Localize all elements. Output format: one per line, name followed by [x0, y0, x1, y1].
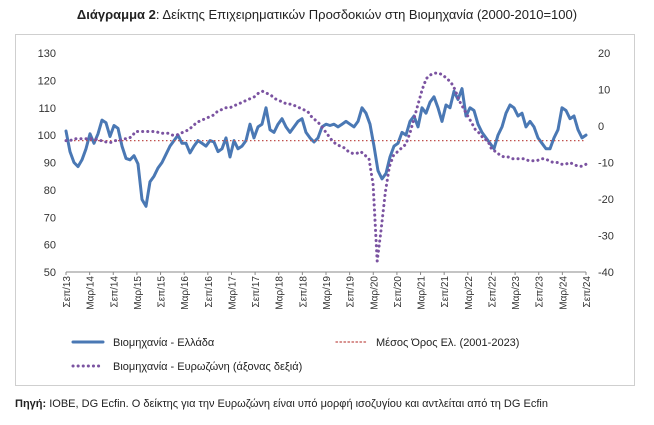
x-tick-label: Σεπ/18 [298, 276, 309, 308]
x-tick-label: Μαρ/14 [86, 276, 97, 310]
series-line-3 [64, 71, 588, 263]
x-tick-label: Μαρ/21 [417, 276, 428, 310]
y-left-tick-label: 130 [38, 48, 56, 60]
y-left-tick-label: 100 [38, 130, 56, 142]
x-tick-label: Σεπ/14 [109, 276, 120, 308]
y-left-tick-label: 110 [38, 103, 56, 115]
y-right-tick-label: -20 [598, 194, 614, 206]
y-right-tick-label: 0 [598, 121, 604, 133]
chart-title: Διάγραμμα 2: Δείκτης Επιχειρηματικών Προ… [0, 7, 654, 22]
x-tick-label: Μαρ/15 [133, 276, 144, 310]
series-line-1 [64, 87, 588, 208]
legend-label-1: Βιομηχανία - Ελλάδα [113, 337, 215, 349]
x-tick-label: Σεπ/16 [204, 276, 215, 308]
x-tick-label: Σεπ/19 [346, 276, 357, 308]
source-text: ΙΟΒΕ, DG Ecfin. Ο δείκτης για την Ευρωζώ… [46, 398, 548, 410]
y-left-tick-label: 120 [38, 75, 56, 87]
x-tick-label: Σεπ/21 [440, 276, 451, 308]
x-tick-label: Μαρ/22 [464, 276, 475, 310]
y-right-tick-label: -30 [598, 231, 614, 243]
y-right-tick-label: 20 [598, 48, 610, 60]
chart-title-number: Διάγραμμα 2 [76, 7, 156, 22]
x-tick-label: Μαρ/18 [275, 276, 286, 310]
legend-label-2: Μέσος Όρος Ελ. (2001-2023) [376, 337, 519, 349]
x-tick-label: Μαρ/16 [180, 276, 191, 310]
x-tick-label: Μαρ/19 [322, 276, 333, 310]
x-tick-label: Σεπ/20 [393, 276, 404, 308]
y-left-tick-label: 80 [44, 185, 56, 197]
y-left-tick-label: 60 [44, 240, 56, 252]
y-right-tick-label: -10 [598, 158, 614, 170]
y-left-tick-label: 90 [44, 158, 56, 170]
x-tick-label: Σεπ/13 [62, 276, 73, 308]
y-right-tick-label: -40 [598, 267, 614, 279]
x-tick-label: Σεπ/24 [582, 276, 593, 308]
x-tick-label: Μαρ/23 [511, 276, 522, 310]
x-tick-label: Σεπ/23 [535, 276, 546, 308]
x-tick-label: Σεπ/15 [157, 276, 168, 308]
source-note: Πηγή: ΙΟΒΕ, DG Ecfin. Ο δείκτης για την … [15, 398, 548, 410]
chart-title-text: : Δείκτης Επιχειρηματικών Προσδοκιών στη… [155, 7, 578, 22]
x-tick-label: Σεπ/17 [251, 276, 262, 308]
y-right-tick-label: 10 [598, 85, 610, 97]
x-tick-label: Σεπ/22 [487, 276, 498, 308]
y-left-tick-label: 70 [44, 212, 56, 224]
y-left-tick-label: 50 [44, 267, 56, 279]
source-label: Πηγή: [15, 398, 47, 410]
x-tick-label: Μαρ/24 [558, 276, 569, 310]
x-tick-label: Μαρ/17 [227, 276, 238, 310]
legend-label-3: Βιομηχανία - Ευρωζώνη (άξονας δεξιά) [113, 361, 302, 373]
x-tick-label: Μαρ/20 [369, 276, 380, 310]
chart-frame [15, 34, 635, 386]
